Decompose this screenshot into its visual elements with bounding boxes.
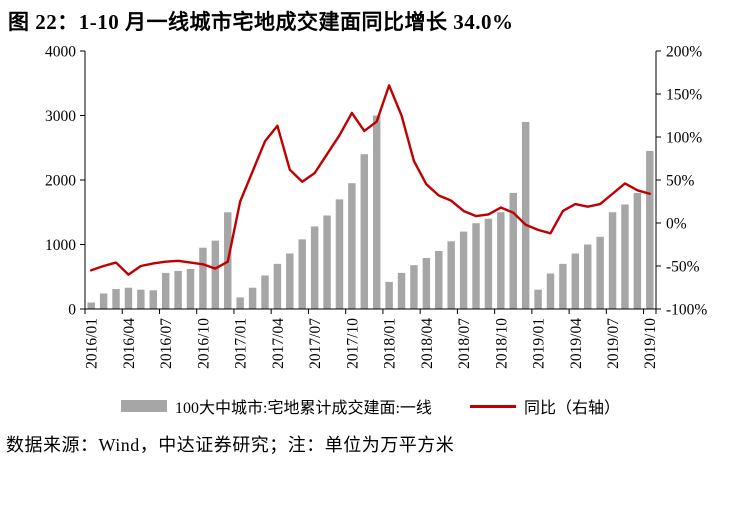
- x-tick-label: 2017/04: [270, 318, 287, 369]
- bar: [261, 275, 269, 310]
- figure-title: 图 22：1-10 月一线城市宅地成交建面同比增长 34.0%: [8, 10, 514, 34]
- bar: [559, 264, 567, 310]
- legend-item-line: 同比（右轴）: [469, 394, 620, 418]
- bar: [484, 218, 493, 310]
- x-tick-label: 2016/04: [121, 318, 138, 369]
- figure-footer: 数据来源：Wind，中达证券研究；注：单位为万平方米: [6, 435, 455, 456]
- bar: [186, 269, 195, 310]
- bar: [323, 215, 331, 310]
- bar: [348, 183, 356, 310]
- right-tick-label: 200%: [666, 44, 702, 61]
- right-tick-label: -50%: [666, 259, 700, 276]
- bar: [211, 240, 220, 310]
- right-tick-label: -100%: [666, 302, 707, 319]
- bar: [646, 151, 654, 310]
- bar: [497, 212, 505, 310]
- bar: [584, 244, 592, 310]
- bar: [124, 287, 133, 310]
- yoy-line: [90, 84, 651, 277]
- x-tick-label: 2019/04: [568, 318, 585, 369]
- bar: [112, 289, 120, 310]
- x-tick-label: 2019/01: [531, 318, 548, 369]
- bar: [137, 289, 145, 310]
- left-tick-label: 3000: [45, 108, 76, 125]
- line-series-swatch: [469, 404, 516, 408]
- bar: [273, 264, 282, 310]
- bar: [199, 247, 207, 310]
- bar: [534, 289, 542, 310]
- bar: [360, 154, 369, 310]
- bar: [161, 273, 170, 310]
- bar: [248, 287, 257, 310]
- left-tick-label: 1000: [45, 237, 76, 254]
- legend-line-label: 同比（右轴）: [523, 400, 620, 418]
- bar: [372, 115, 381, 310]
- bar: [472, 223, 480, 310]
- bar: [149, 290, 157, 310]
- right-tick-label: 100%: [666, 130, 702, 147]
- bar: [99, 293, 108, 310]
- left-tick-label: 4000: [45, 44, 76, 61]
- x-tick-label: 2016/10: [195, 318, 212, 369]
- bar: [621, 204, 629, 310]
- bar: [174, 271, 182, 310]
- chart-canvas: 0 1000 2000 3000 4000 -100% -50% 0% 50% 100% 150% 2…: [45, 44, 707, 369]
- bar: [596, 237, 604, 310]
- bar: [459, 231, 468, 310]
- bar: [385, 282, 393, 310]
- x-tick-label: 2016/07: [158, 318, 175, 369]
- left-tick-label: 0: [68, 302, 76, 319]
- bar: [310, 226, 319, 310]
- bar: [298, 239, 306, 310]
- chart-legend: 100大中城市:宅地累计成交建面:一线 同比（右轴）: [0, 391, 741, 421]
- bar-series-swatch: [121, 400, 168, 413]
- right-tick-label: 150%: [666, 87, 702, 104]
- bar: [236, 297, 244, 310]
- chart-area: 0 1000 2000 3000 4000 -100% -50% 0% 50% 100% 150% 2…: [0, 37, 741, 389]
- x-tick-label: 2019/07: [605, 318, 622, 369]
- bar: [633, 193, 642, 310]
- x-tick-label: 2018/04: [419, 318, 436, 369]
- right-tick-label: 0%: [666, 216, 687, 233]
- bar: [422, 258, 431, 310]
- left-tick-label: 2000: [45, 173, 76, 190]
- bar: [435, 251, 443, 310]
- bars-series: [87, 115, 654, 310]
- bar: [571, 253, 580, 310]
- x-tick-label: 2017/07: [307, 318, 324, 369]
- bar: [447, 241, 455, 310]
- bar: [546, 273, 555, 310]
- bar: [521, 122, 530, 310]
- legend-bar-label: 100大中城市:宅地累计成交建面:一线: [175, 400, 432, 418]
- legend-item-bars: 100大中城市:宅地累计成交建面:一线: [121, 394, 432, 418]
- bar: [286, 253, 294, 310]
- x-tick-label: 2018/07: [456, 318, 473, 369]
- bar: [410, 265, 418, 310]
- bar: [608, 212, 617, 310]
- x-tick-label: 2017/01: [233, 318, 250, 369]
- x-tick-label: 2019/10: [642, 318, 659, 369]
- bar: [87, 302, 95, 310]
- axes: [80, 50, 661, 315]
- x-tick-label: 2018/01: [382, 318, 399, 369]
- bar: [397, 273, 406, 310]
- bar: [509, 193, 517, 310]
- x-tick-label: 2016/01: [84, 318, 101, 369]
- x-tick-label: 2018/10: [493, 318, 510, 369]
- right-tick-label: 50%: [666, 173, 695, 190]
- x-tick-label: 2017/10: [344, 318, 361, 369]
- bar: [335, 199, 344, 310]
